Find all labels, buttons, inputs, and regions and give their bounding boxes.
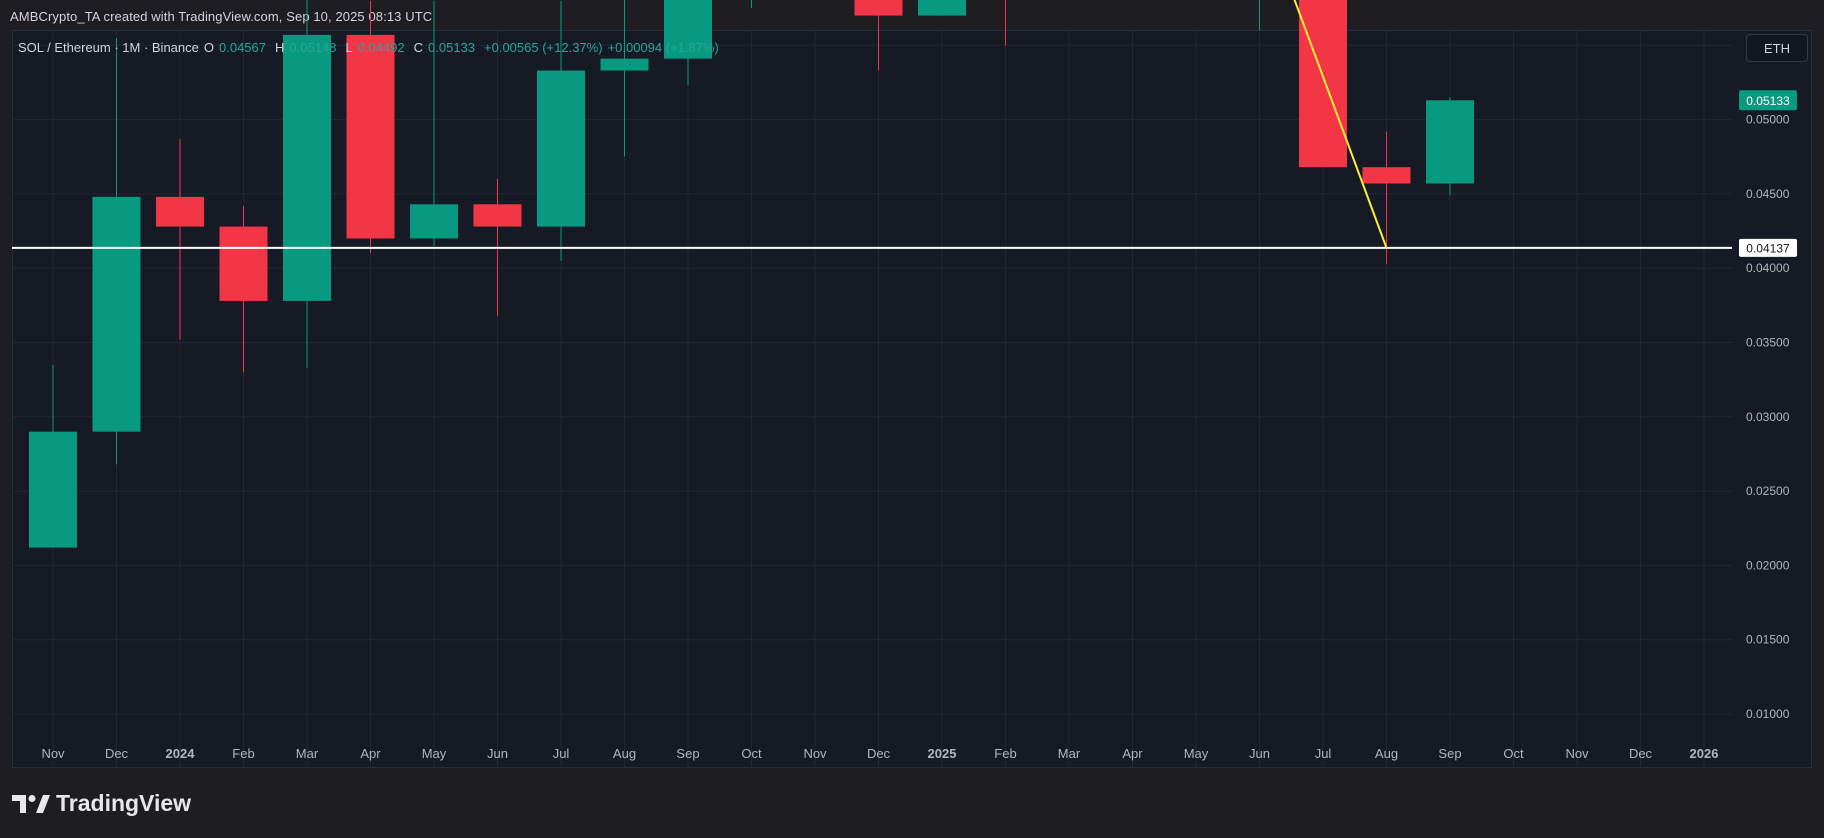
x-tick-label: Nov — [41, 746, 65, 761]
candle-body — [1362, 167, 1411, 184]
x-tick-label: Sep — [676, 746, 699, 761]
y-tick-label: 0.02000 — [1746, 558, 1790, 572]
x-tick-label: Dec — [867, 746, 891, 761]
x-tick-label: Oct — [1503, 746, 1524, 761]
y-tick-label: 0.02500 — [1746, 484, 1790, 498]
currency-button[interactable]: ETH — [1746, 34, 1808, 62]
x-tick-label: May — [1184, 746, 1209, 761]
horizontal-level-label: 0.04137 — [1746, 241, 1790, 255]
tradingview-logo-text: TradingView — [56, 790, 192, 816]
high-value: 0.05148 — [289, 40, 337, 55]
x-tick-label: Aug — [1375, 746, 1398, 761]
candle-body — [346, 34, 395, 239]
x-tick-label: Nov — [1565, 746, 1589, 761]
symbol-legend: SOL / Ethereum · 1M · Binance O 0.04567 H… — [18, 40, 719, 55]
y-tick-label: 0.04000 — [1746, 261, 1790, 275]
last-price-label-bg — [1739, 90, 1797, 111]
x-tick-label: Jun — [487, 746, 508, 761]
y-tick-label: 0.03500 — [1746, 336, 1790, 350]
y-tick-label: 0.04500 — [1746, 187, 1790, 201]
candle-body — [92, 196, 141, 432]
candle-body — [156, 196, 204, 227]
y-tick-label: 0.03000 — [1746, 410, 1790, 424]
candle-body — [918, 0, 966, 16]
open-value: 0.04567 — [219, 40, 266, 55]
open-label: O — [203, 40, 214, 55]
x-tick-label: Oct — [741, 746, 762, 761]
x-tick-label: Feb — [994, 746, 1016, 761]
y-tick-label: 0.01000 — [1746, 707, 1790, 721]
x-tick-label: May — [422, 746, 447, 761]
y-tick-label: 0.01500 — [1746, 633, 1790, 647]
x-tick-label: Dec — [1629, 746, 1653, 761]
change-value-secondary: +0.00094 (+1.87%) — [607, 40, 719, 55]
x-tick-label: Apr — [1122, 746, 1143, 761]
candle-body — [664, 0, 712, 59]
symbol-title[interactable]: SOL / Ethereum · 1M · Binance — [18, 40, 199, 55]
candle-body — [410, 204, 458, 239]
low-label: L — [345, 40, 353, 55]
low-value: 0.04492 — [357, 40, 405, 55]
x-tick-label: 2025 — [928, 746, 957, 761]
x-tick-label: Apr — [360, 746, 381, 761]
close-label: C — [413, 40, 424, 55]
x-tick-label: Mar — [1058, 746, 1081, 761]
x-tick-label: 2026 — [1690, 746, 1719, 761]
candle-body — [1299, 0, 1347, 168]
candle-body — [854, 0, 903, 16]
candle-body — [283, 34, 331, 301]
x-tick-label: Dec — [105, 746, 129, 761]
x-tick-label: Feb — [232, 746, 254, 761]
x-tick-label: Nov — [803, 746, 827, 761]
x-tick-label: Jul — [553, 746, 570, 761]
x-tick-label: Mar — [296, 746, 319, 761]
x-tick-label: 2024 — [166, 746, 196, 761]
x-tick-label: Sep — [1438, 746, 1461, 761]
tradingview-logo[interactable]: TradingView — [12, 790, 191, 817]
candle-body — [537, 70, 585, 227]
y-tick-label: 0.05000 — [1746, 113, 1790, 127]
x-tick-label: Aug — [613, 746, 636, 761]
tradingview-logo-icon — [12, 794, 50, 813]
x-tick-label: Jul — [1315, 746, 1332, 761]
last-price-label: 0.05133 — [1746, 94, 1790, 108]
chart-attribution: AMBCrypto_TA created with TradingView.co… — [10, 9, 433, 24]
x-tick-label: Jun — [1249, 746, 1270, 761]
candle-body — [219, 226, 268, 301]
trendline — [1293, 0, 1388, 249]
candle-body — [473, 204, 522, 227]
candle-body — [29, 431, 77, 548]
change-value: +0.00565 (+12.37%) — [484, 40, 603, 55]
candle-body — [1426, 100, 1474, 184]
horizontal-level-label-bg — [1739, 238, 1797, 257]
close-value: 0.05133 — [428, 40, 476, 55]
high-label: H — [275, 40, 285, 55]
candle-body — [600, 58, 649, 71]
